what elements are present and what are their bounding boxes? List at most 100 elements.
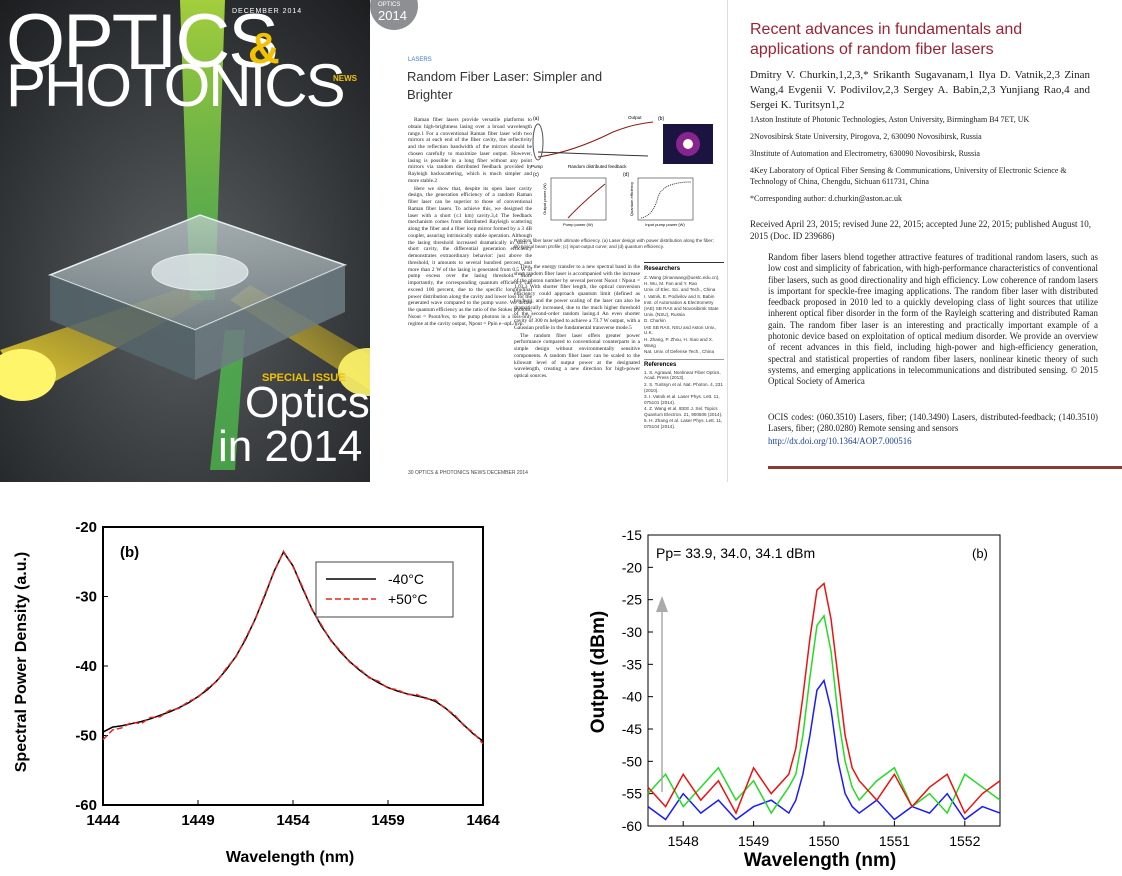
article-title: Random Fiber Laser: Simpler and Brighter (407, 69, 603, 102)
fig-text: Output (628, 115, 642, 120)
affiliation: 4Key Laboratory of Optical Fiber Sensing… (750, 166, 1067, 186)
y-axis-label: Spectral Power Density (a.u.) (13, 552, 30, 773)
paper-page: Recent advances in fundamentals and appl… (728, 0, 1122, 470)
fig-text: Pump (531, 164, 543, 169)
paper-title: Recent advances in fundamentals and appl… (750, 21, 1023, 58)
column-1: Raman fiber lasers provide versatile pla… (408, 117, 532, 328)
y-tick-label: -55 (622, 786, 642, 802)
x-tick-label: 1550 (808, 833, 839, 849)
authors: Dmitry V. Churkin,1,2,3,* Srikanth Sugav… (750, 69, 1090, 111)
x-tick-label: 1548 (668, 833, 699, 849)
article-page: OPTICS 2014 LASERS Random Fiber Laser: S… (370, 0, 728, 482)
fig-label: (b) (658, 116, 664, 122)
reference: 3. I. Vatnik et al. Laser Phys. Lett. 11… (644, 394, 720, 405)
magazine-cover: DECEMBER 2014 OPTICS & PHOTONICS NEWS SP… (0, 0, 370, 482)
paragraph: Raman fiber lasers provide versatile pla… (408, 117, 532, 184)
x-axis-label: Wavelength (nm) (744, 850, 896, 871)
references-heading: References (644, 358, 724, 368)
annotation: Pp= 33.9, 34.0, 34.1 dBm (656, 545, 815, 561)
cover-special: SPECIAL ISSUE (262, 372, 346, 384)
cover-big-top: Optics (245, 378, 370, 427)
y-tick-label: -15 (622, 527, 642, 543)
researcher: Z. Wang (zinanwang@uestc.edu.cn), H. Wu,… (644, 275, 720, 286)
paragraph: Here we show that, despite its open lase… (408, 185, 532, 327)
series-line (102, 549, 484, 745)
researcher: D. Churkin (644, 318, 666, 324)
ocis: OCIS codes: (060.3510) Lasers, fiber; (1… (768, 412, 1098, 434)
y-tick-label: -50 (622, 753, 642, 769)
researcher: Inst. of Automation & Electrometry (IAE)… (644, 300, 719, 317)
fig-text: Pump power (W) (563, 222, 594, 227)
series-line (647, 582, 1001, 815)
fig-label: (d) (623, 172, 629, 178)
paragraph: The random fiber laser offers greater po… (514, 332, 640, 380)
abstract: Random fiber lasers blend together attra… (768, 252, 1098, 387)
affiliation: 2Novosibirsk State University, Pirogova,… (750, 132, 982, 141)
series-line (647, 613, 1001, 815)
x-tick-label: 1459 (371, 812, 404, 829)
paragraph: Thus, the energy transfer to a new spect… (514, 264, 640, 331)
reference: 2. S. Turitsyn et al. Nat. Photon. 4, 23… (644, 381, 723, 393)
x-tick-label: 1454 (276, 812, 310, 829)
y-axis-label: Output (dBm) (588, 611, 609, 733)
footer: 30 OPTICS & PHOTONICS NEWS DECEMBER 2014 (408, 470, 528, 476)
x-tick-label: 1551 (879, 833, 910, 849)
y-tick-label: -40 (75, 658, 97, 675)
cover-amp: & (248, 24, 280, 73)
y-tick-label: -40 (622, 689, 642, 705)
x-tick-label: 1549 (738, 833, 769, 849)
researcher: I. Vatnik, E. Podivilov and S. Babin (644, 293, 715, 299)
y-tick-label: -20 (75, 519, 97, 536)
panel-label: (b) (972, 546, 988, 561)
doi[interactable]: http://dx.doi.org/10.1364/AOP.7.000516 (768, 436, 912, 446)
rule (768, 466, 1122, 469)
reference: 4. Z. Wang et al. IEEE J. Sel. Topics Qu… (644, 406, 723, 417)
section: LASERS (408, 57, 432, 63)
affiliation: 3Institute of Automation and Electrometr… (750, 149, 980, 158)
badge-top: OPTICS (378, 2, 401, 8)
researcher: IAE SB RAS, NSU and Aston Univ., U.K. (644, 324, 717, 336)
affiliation: 1Aston Institute of Photonic Technologie… (750, 115, 1030, 124)
badge-bottom: 2014 (378, 8, 407, 23)
fig-label: (c) (533, 172, 539, 178)
y-tick-label: -20 (622, 559, 642, 575)
cover-news: NEWS (333, 74, 357, 83)
series-line (647, 678, 1001, 821)
legend-label: +50°C (388, 591, 427, 607)
reference: 5. H. Zhang et al. Laser Phys. Lett. 11,… (644, 418, 723, 430)
x-tick-label: 1449 (181, 812, 214, 829)
reference: 1. S. Agrawal, Nonlinear Fiber Optics, A… (644, 369, 721, 381)
cover-big-bottom: in 2014 (218, 422, 363, 471)
y-tick-label: -60 (622, 818, 642, 834)
researcher: H. Zhang, P. Zhou, H. Xiao and X. Wang (644, 336, 714, 348)
y-tick-label: -30 (75, 589, 97, 606)
column-2: Thus, the energy transfer to a new spect… (514, 264, 640, 381)
affiliation: *Corresponding author: d.churkin@aston.a… (750, 194, 903, 203)
caption: Random fiber laser with ultimate efficie… (514, 238, 714, 249)
sidebar: Researchers Z. Wang (zinanwang@uestc.edu… (644, 262, 724, 431)
fig-text: Random distributed feedback (568, 164, 627, 169)
researchers-heading: Researchers (644, 266, 681, 272)
legend-label: -40°C (388, 571, 424, 587)
fig-text: Output power (W) (542, 183, 547, 215)
x-axis-label: Wavelength (nm) (226, 849, 354, 866)
fig-text: Input pump power (W) (645, 222, 685, 227)
cover-art (0, 0, 370, 482)
x-tick-label: 1444 (86, 812, 120, 829)
article-figure: (a) (b) Output Pump Random distributed f… (531, 115, 713, 227)
researcher: Nat. Univ. of Defense Tech., China (644, 349, 715, 355)
y-tick-label: -60 (75, 797, 97, 814)
cover-date: DECEMBER 2014 (232, 8, 303, 15)
y-tick-label: -25 (622, 592, 642, 608)
y-tick-label: -30 (622, 624, 642, 640)
y-tick-label: -35 (622, 656, 642, 672)
x-tick-label: 1552 (949, 833, 980, 849)
fig-label: (a) (533, 116, 539, 122)
charts: (b) Wavelength (nm) Spectral Power Density… (13, 519, 1001, 871)
cover-title-bottom: PHOTONICS (6, 52, 346, 119)
cover-title-top: OPTICS (6, 0, 279, 84)
arrow-head (656, 596, 668, 612)
panel-label: (b) (120, 544, 139, 561)
legend (315, 561, 454, 618)
y-tick-label: -45 (622, 721, 642, 737)
